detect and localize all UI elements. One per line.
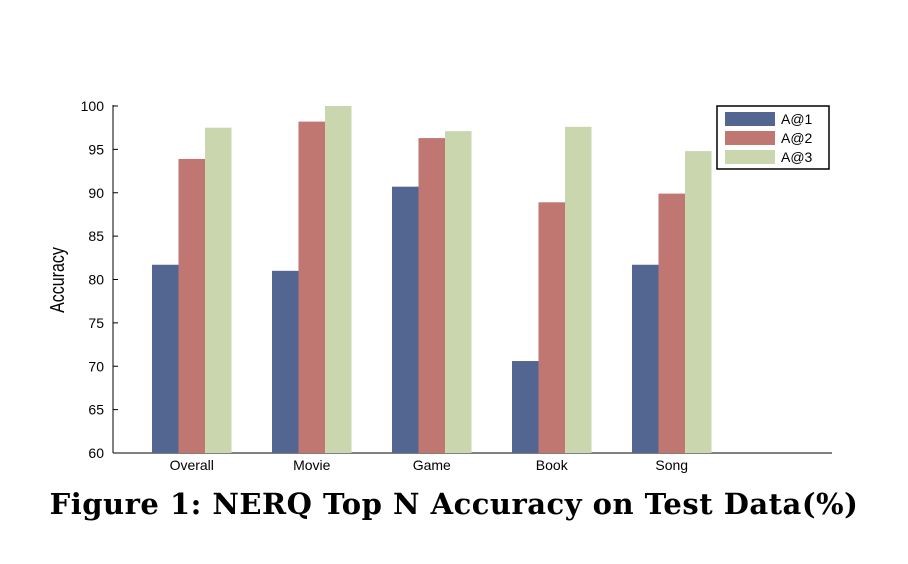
bar-a2-song [658, 193, 685, 453]
legend-swatch [725, 131, 775, 145]
legend-label: A@1 [781, 111, 813, 127]
bar-a2-book [538, 202, 565, 453]
x-tick-label: Game [413, 457, 451, 473]
y-tick-label: 90 [88, 185, 104, 201]
bar-chart: 60 65 70 75 80 85 90 95 100 Overall Movie Game Book… [46, 98, 832, 473]
bar-a1-overall [152, 264, 179, 453]
y-tick-label: 100 [81, 98, 105, 114]
legend-label: A@3 [781, 149, 813, 165]
x-tick-label: Movie [293, 457, 331, 473]
bar-a1-book [512, 361, 539, 453]
x-tick-label: Song [655, 457, 688, 473]
bar-a1-movie [272, 270, 299, 453]
bar-a1-game [392, 186, 419, 454]
y-tick-label: 85 [88, 228, 104, 244]
bar-a1-song [632, 264, 659, 453]
y-tick-label: 80 [88, 272, 104, 288]
legend-swatch [725, 150, 775, 164]
bars-group [152, 106, 712, 454]
y-tick-label: 75 [88, 315, 104, 331]
x-ticks: Overall Movie Game Book Song [170, 457, 689, 473]
bar-a3-song [685, 151, 712, 454]
bar-a3-book [565, 126, 592, 453]
x-tick-label: Book [536, 457, 569, 473]
legend-label: A@2 [781, 130, 813, 146]
y-tick-label: 65 [88, 402, 104, 418]
bar-a3-overall [205, 127, 232, 453]
bar-a2-movie [298, 121, 325, 454]
figure-caption: Figure 1: NERQ Top N Accuracy on Test Da… [49, 487, 859, 521]
bar-a3-game [445, 131, 472, 453]
x-tick-label: Overall [170, 457, 214, 473]
y-ticks: 60 65 70 75 80 85 90 95 100 [81, 98, 118, 461]
y-axis-label: Accuracy [46, 246, 68, 313]
bar-a2-overall [178, 158, 205, 454]
bar-a2-game [418, 138, 445, 453]
bar-a3-movie [325, 106, 352, 453]
legend: A@1 A@2 A@3 [716, 105, 830, 170]
y-tick-label: 95 [88, 141, 104, 157]
y-tick-label: 70 [88, 358, 104, 374]
y-tick-label: 60 [88, 445, 104, 461]
legend-swatch [725, 112, 775, 126]
